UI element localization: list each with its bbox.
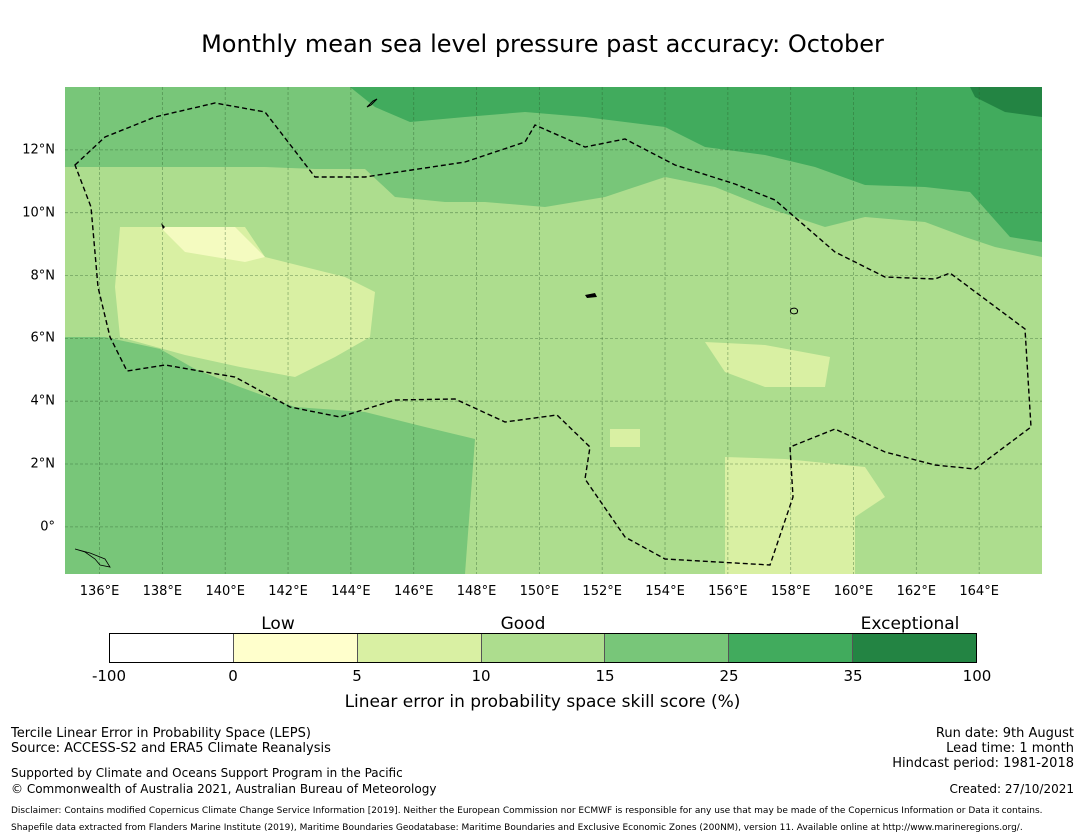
colorbar-segment [233, 634, 358, 662]
map-region-fair-centre [705, 342, 830, 387]
legend-category-low: Low [261, 614, 295, 634]
x-tick-label: 148°E [456, 584, 497, 599]
legend-category-good: Good [500, 614, 546, 634]
colorbar-tick-label: 0 [228, 667, 238, 685]
y-tick-label: 2°N [30, 456, 56, 472]
island-outline [74, 548, 111, 568]
x-tick-label: 138°E [142, 584, 183, 599]
x-tick-label: 146°E [393, 584, 434, 599]
map-region-low-a [160, 227, 265, 262]
map-region-fair-south [725, 457, 885, 574]
hindcast-text: Hindcast period: 1981-2018 [892, 756, 1074, 771]
x-tick-label: 140°E [205, 584, 245, 599]
legend-category-exceptional: Exceptional [860, 614, 960, 634]
map-region-exceptional-ne [350, 87, 1042, 242]
colorbar-tick-label: 5 [352, 667, 362, 685]
x-tick-label: 158°E [770, 584, 811, 599]
map-region-fair-small [610, 429, 640, 447]
x-tick-label: 156°E [708, 584, 748, 599]
colorbar-tick-label: 10 [471, 667, 491, 685]
colorbar-segment [729, 634, 854, 662]
x-tick-label: 164°E [959, 584, 999, 599]
colorbar-tick-label: 100 [962, 667, 992, 685]
method-text: Tercile Linear Error in Probability Spac… [11, 726, 311, 741]
lead-time-text: Lead time: 1 month [946, 741, 1074, 756]
island-outline [161, 223, 165, 229]
colorbar-tick-label: 35 [843, 667, 863, 685]
y-tick-label: 4°N [30, 393, 56, 409]
colorbar-tick-label: -100 [91, 667, 127, 685]
x-tick-label: 162°E [896, 584, 937, 599]
disclaimer-text: Disclaimer: Contains modified Copernicus… [11, 806, 1043, 816]
page-title: Monthly mean sea level pressure past acc… [201, 30, 884, 58]
colorbar-tick-label: 15 [595, 667, 615, 685]
island-outline [790, 307, 798, 315]
source-text: Source: ACCESS-S2 and ERA5 Climate Reana… [11, 741, 331, 756]
y-tick-label: 12°N [22, 142, 55, 158]
y-tick-label: 8°N [30, 268, 56, 284]
x-tick-label: 154°E [645, 584, 685, 599]
map-region-fair-west [115, 227, 375, 377]
y-tick-label: 10°N [22, 205, 55, 221]
colorbar-segment [481, 634, 606, 662]
map-region-top-ne [970, 87, 1042, 117]
colorbar-segment [605, 634, 730, 662]
colorbar [109, 633, 977, 663]
shapefile-credit-text: Shapefile data extracted from Flanders M… [11, 823, 1023, 833]
run-date-text: Run date: 9th August [935, 726, 1074, 741]
colorbar-segment [357, 634, 482, 662]
colorbar-label: Linear error in probability space skill … [344, 692, 741, 712]
x-tick-label: 144°E [331, 584, 371, 599]
created-text: Created: 27/10/2021 [949, 782, 1074, 796]
colorbar-segment [110, 634, 234, 662]
colorbar-segment [853, 634, 977, 662]
x-tick-label: 160°E [833, 584, 874, 599]
x-tick-label: 142°E [268, 584, 308, 599]
y-tick-label: 6°N [30, 330, 56, 346]
eez-boundary [74, 102, 1032, 566]
island-outline [585, 293, 597, 298]
y-tick-label: 0° [40, 519, 55, 535]
colorbar-tick-label: 25 [719, 667, 739, 685]
support-text: Supported by Climate and Oceans Support … [11, 766, 403, 780]
graticule [65, 87, 1042, 574]
x-tick-label: 152°E [582, 584, 622, 599]
skill-map [65, 87, 1042, 574]
x-tick-label: 136°E [79, 584, 120, 599]
map-region-very-good-west [65, 337, 475, 574]
copyright-text: © Commonwealth of Australia 2021, Austra… [11, 782, 437, 796]
x-tick-label: 150°E [519, 584, 560, 599]
island-outline [366, 98, 378, 108]
